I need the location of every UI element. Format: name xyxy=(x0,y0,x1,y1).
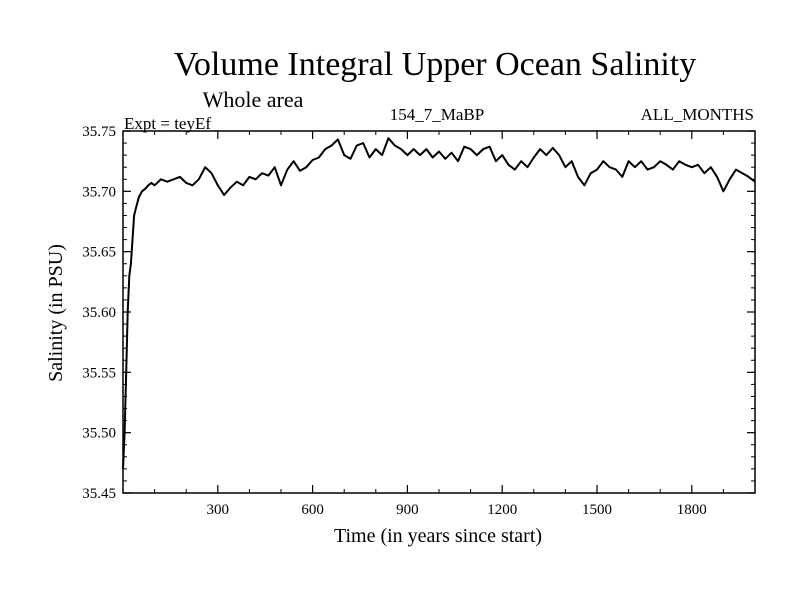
x-tick-label: 1200 xyxy=(487,502,517,518)
y-tick-label: 35.45 xyxy=(82,486,116,502)
y-tick-label: 35.65 xyxy=(82,245,116,261)
x-tick-label: 600 xyxy=(301,502,324,518)
y-tick-label: 35.70 xyxy=(82,184,116,200)
x-tick-label: 900 xyxy=(396,502,419,518)
series-line xyxy=(122,137,756,469)
experiment-label: Expt = teyEf xyxy=(124,114,211,133)
period-label: ALL_MONTHS xyxy=(641,105,754,124)
x-tick-label: 1500 xyxy=(582,502,612,518)
plot-area: 35.45 35.50 35.55 35.60 35.65 35.70 35.75 300 60… xyxy=(82,124,756,518)
y-axis-label: Salinity (in PSU) xyxy=(45,244,67,382)
y-tick-label: 35.75 xyxy=(82,124,116,140)
y-tick-label: 35.50 xyxy=(82,426,116,442)
x-tick-label: 1800 xyxy=(677,502,707,518)
y-tick-label: 35.60 xyxy=(82,305,116,321)
run-label: 154_7_MaBP xyxy=(390,105,484,124)
x-tick-label: 300 xyxy=(207,502,230,518)
chart-subtitle: Whole area xyxy=(203,87,304,112)
chart-title: Volume Integral Upper Ocean Salinity xyxy=(174,46,696,83)
y-tick-label: 35.55 xyxy=(82,365,116,381)
x-axis-label: Time (in years since start) xyxy=(334,525,542,547)
